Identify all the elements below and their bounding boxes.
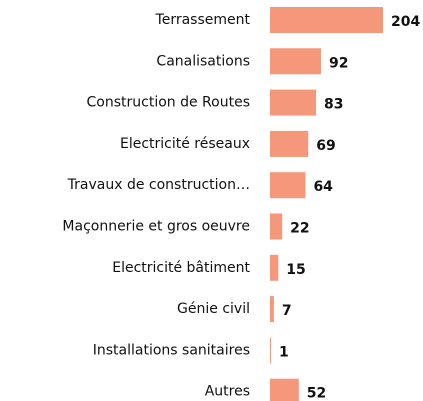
value-label: 52 bbox=[307, 386, 326, 401]
value-label: 64 bbox=[313, 179, 333, 195]
category-label: Installations sanitaires bbox=[93, 342, 250, 358]
category-label: Travaux de construction… bbox=[67, 177, 250, 193]
category-label: Canalisations bbox=[156, 53, 250, 69]
category-label: Electricité bâtiment bbox=[112, 260, 250, 276]
bar bbox=[270, 378, 299, 401]
category-label: Autres bbox=[205, 384, 250, 400]
value-label: 7 bbox=[282, 303, 292, 319]
bar bbox=[270, 130, 309, 157]
value-label: 204 bbox=[391, 14, 420, 30]
bar bbox=[270, 172, 306, 199]
bar bbox=[270, 48, 321, 75]
bar bbox=[270, 89, 316, 116]
category-label: Maçonnerie et gros oeuvre bbox=[62, 219, 250, 235]
value-label: 92 bbox=[329, 55, 348, 71]
category-label: Terrassement bbox=[155, 12, 251, 28]
bar bbox=[270, 254, 279, 281]
bar bbox=[270, 7, 383, 33]
value-label: 1 bbox=[279, 344, 289, 360]
category-label: Construction de Routes bbox=[87, 95, 250, 111]
value-label: 69 bbox=[316, 138, 335, 154]
bar bbox=[270, 296, 274, 323]
value-label: 22 bbox=[290, 221, 309, 237]
value-label: 15 bbox=[286, 262, 305, 278]
bar bbox=[270, 213, 283, 240]
category-label: Electricité réseaux bbox=[120, 136, 250, 152]
bar bbox=[270, 337, 271, 364]
category-label: Génie civil bbox=[177, 301, 250, 317]
value-label: 83 bbox=[324, 97, 343, 113]
